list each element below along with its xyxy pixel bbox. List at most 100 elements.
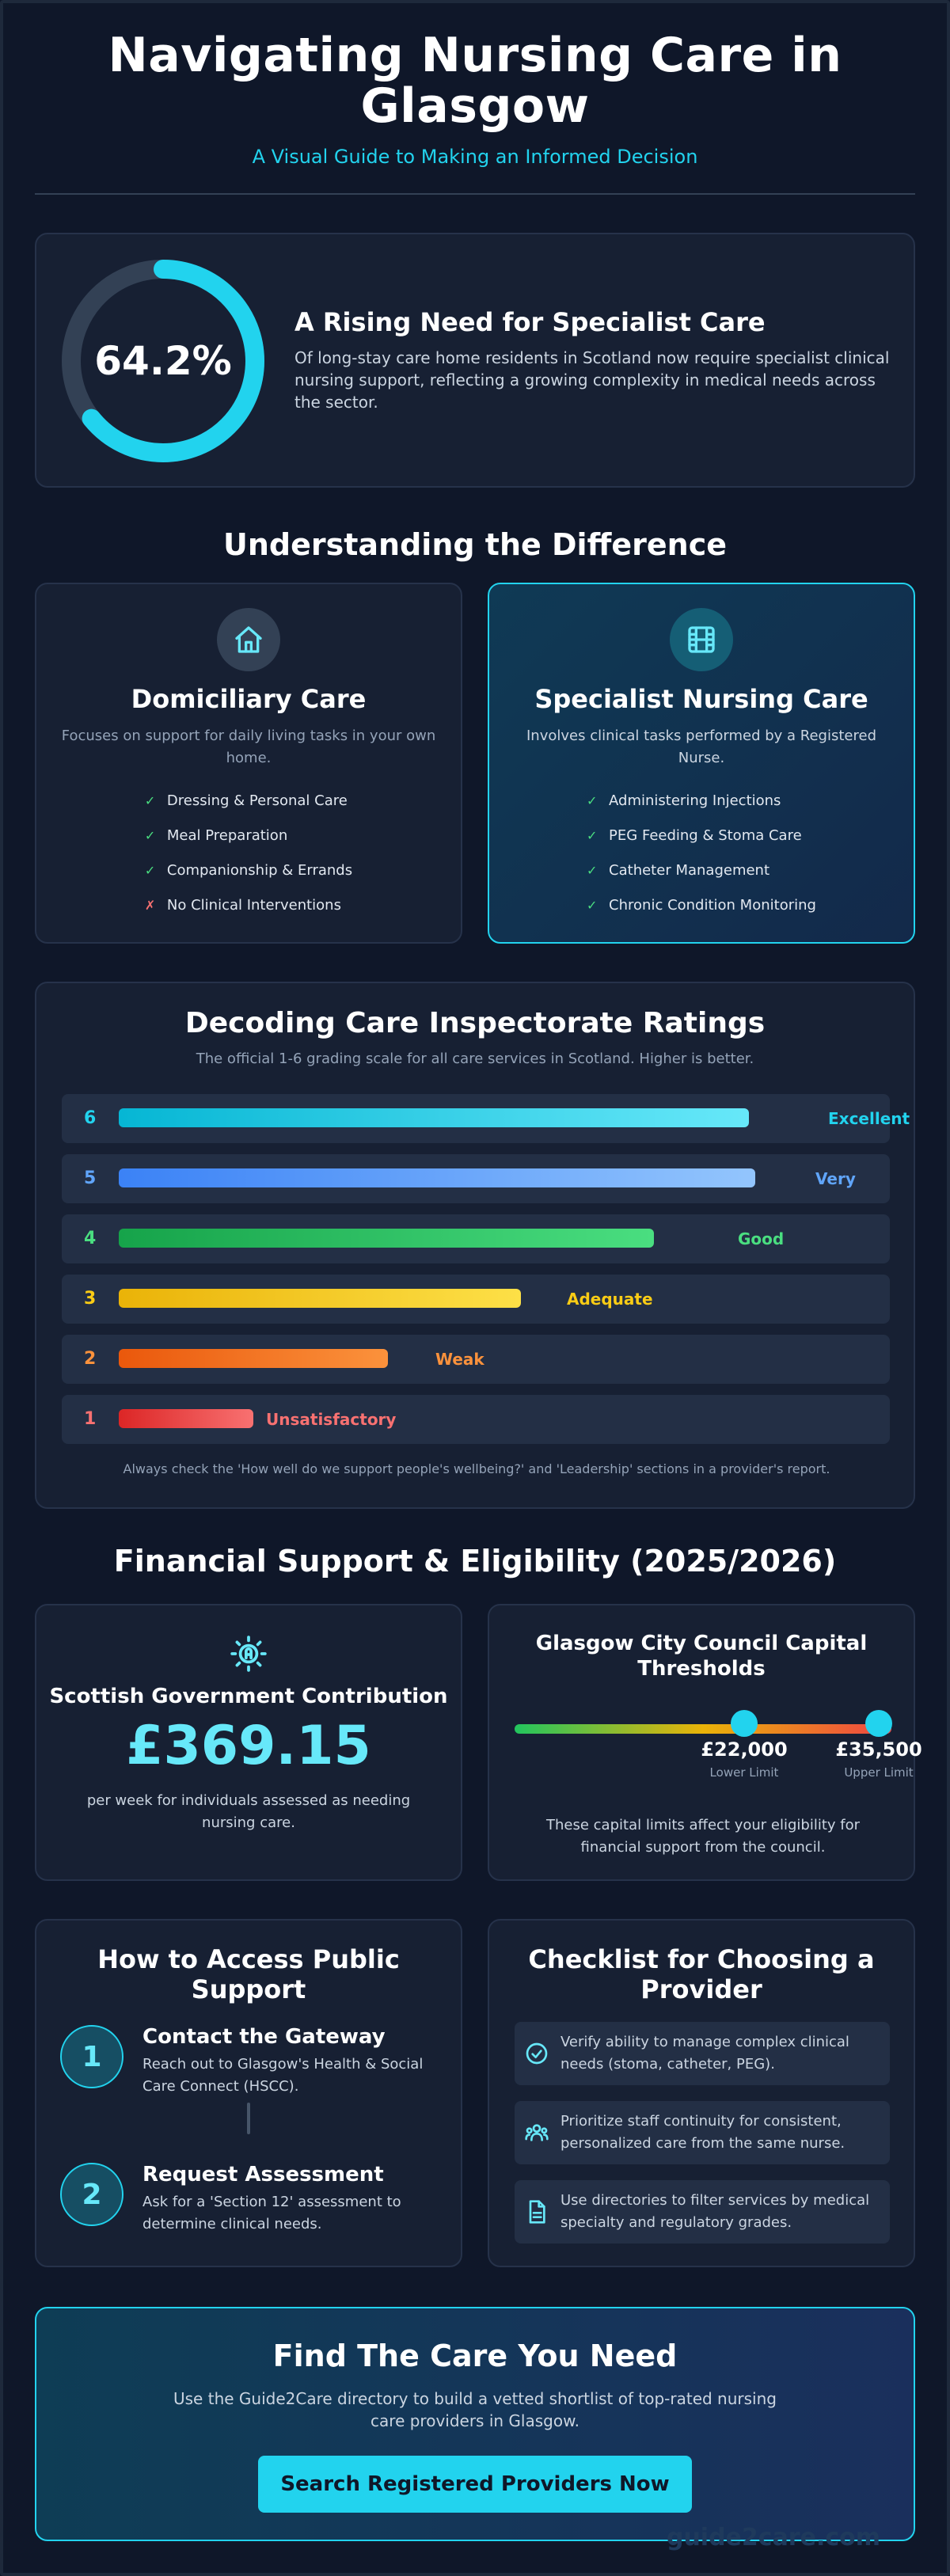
people-icon xyxy=(525,2124,549,2141)
page-header: Navigating Nursing Care in Glasgow A Vis… xyxy=(0,0,950,168)
stat-description: Of long-stay care home residents in Scot… xyxy=(294,348,890,412)
checklist-item: Verify ability to manage complex clinica… xyxy=(515,2022,890,2085)
checkmark-icon: ✓ xyxy=(587,828,598,843)
specialist-description: Involves clinical tasks performed by a R… xyxy=(526,728,876,766)
contribution-description: per week for individuals assessed as nee… xyxy=(86,1792,411,1831)
thresholds-card: Glasgow City Council Capital Thresholds … xyxy=(488,1604,922,1881)
domiciliary-list: ✓ Dressing & Personal Care ✓ Meal Preparat… xyxy=(145,784,352,923)
checklist-title: Checklist for Choosing a Provider xyxy=(528,1944,875,2004)
finance-title: Financial Support & Eligibility (2025/20… xyxy=(113,1544,837,1579)
rating-bar xyxy=(119,1289,521,1308)
specialist-title: Specialist Nursing Care xyxy=(534,684,868,714)
checkmark-icon: ✓ xyxy=(587,793,598,808)
page-title: Navigating Nursing Care in Glasgow xyxy=(108,28,842,134)
ratings-title: Decoding Care Inspectorate Ratings xyxy=(184,1007,766,1039)
rating-row: 1 Unsatisfactory xyxy=(62,1395,890,1444)
rating-label: Adequate xyxy=(567,1290,653,1309)
rating-grade: 3 xyxy=(84,1289,97,1309)
rating-bar xyxy=(119,1229,654,1248)
contribution-card: Scottish Government Contribution £369.15… xyxy=(35,1604,462,1881)
rating-row: 6 Excellent xyxy=(62,1094,910,1143)
thresholds-note: These capital limits affect your eligibi… xyxy=(546,1817,860,1856)
list-item: ✓ PEG Feeding & Stoma Care xyxy=(587,819,816,853)
sun-money-icon xyxy=(229,1634,268,1674)
page-subtitle: A Visual Guide to Making an Informed Dec… xyxy=(252,146,698,168)
step-number: 1 xyxy=(60,2025,124,2088)
domiciliary-description: Focuses on support for daily living task… xyxy=(61,728,436,766)
rating-grade: 1 xyxy=(84,1409,97,1429)
rating-row: 4 Good xyxy=(62,1214,890,1263)
lower-limit-caption: Lower Limit xyxy=(709,1765,779,1780)
rating-row: 3 Adequate xyxy=(62,1275,890,1324)
list-item: ✓ Companionship & Errands xyxy=(145,853,352,888)
checklist-card: Checklist for Choosing a Provider Verify… xyxy=(488,1919,915,2267)
search-providers-button[interactable]: Search Registered Providers Now xyxy=(258,2456,692,2513)
specialist-list: ✓ Administering Injections ✓ PEG Feeding &… xyxy=(587,784,816,923)
rating-bar xyxy=(119,1409,253,1428)
cta-title: Find The Care You Need xyxy=(272,2339,678,2373)
rating-bar xyxy=(119,1108,749,1127)
rating-bar xyxy=(119,1349,388,1368)
rating-grade: 4 xyxy=(84,1229,97,1248)
lower-limit-value: £22,000 xyxy=(701,1738,788,1761)
list-item: ✓ Administering Injections xyxy=(587,784,816,819)
step-title: Request Assessment xyxy=(142,2163,384,2187)
domiciliary-card: Domiciliary Care Focuses on support for … xyxy=(35,583,462,944)
checklist-item: Prioritize staff continuity for consiste… xyxy=(515,2101,890,2164)
list-item: ✓ Catheter Management xyxy=(587,853,816,888)
progress-ring xyxy=(62,260,264,462)
checkmark-icon: ✓ xyxy=(587,863,598,878)
domiciliary-title: Domiciliary Care xyxy=(131,684,367,714)
step-connector xyxy=(247,2103,250,2134)
checkmark-icon: ✓ xyxy=(144,863,156,878)
rating-label: Excellent xyxy=(828,1109,910,1128)
check-circle-icon xyxy=(526,2042,548,2065)
house-icon xyxy=(217,608,280,671)
step-title: Contact the Gateway xyxy=(142,2025,386,2049)
step-description: Reach out to Glasgow's Health & Social C… xyxy=(142,2056,424,2095)
rating-grade: 5 xyxy=(84,1168,97,1188)
step-description: Ask for a 'Section 12' assessment to det… xyxy=(142,2194,401,2232)
list-item: ✓ Meal Preparation xyxy=(145,819,352,853)
ratings-card: Decoding Care Inspectorate Ratings The o… xyxy=(35,982,915,1509)
checklist-text: Verify ability to manage complex clinica… xyxy=(560,2034,849,2073)
contribution-heading: Scottish Government Contribution xyxy=(49,1685,448,1708)
progress-ring-arc xyxy=(62,260,264,462)
cta-description: Use the Guide2Care directory to build a … xyxy=(173,2389,777,2430)
watermark: guide2care.com xyxy=(666,2524,880,2551)
medical-film-icon xyxy=(670,608,733,671)
specialist-card: Specialist Nursing Care Involves clinica… xyxy=(488,583,915,944)
checklist-text: Use directories to filter services by me… xyxy=(560,2192,870,2231)
access-title: How to Access Public Support xyxy=(97,1944,400,2004)
access-card: How to Access Public Support 1 Contact t… xyxy=(35,1919,462,2267)
stat-card: 64.2% A Rising Need for Specialist Care … xyxy=(35,233,915,488)
rating-grade: 2 xyxy=(84,1349,97,1369)
rating-label: Unsatisfactory xyxy=(266,1410,397,1429)
checklist-text: Prioritize staff continuity for consiste… xyxy=(560,2113,846,2152)
ratings-subtitle: The official 1-6 grading scale for all c… xyxy=(196,1051,754,1067)
step-number: 2 xyxy=(60,2163,124,2226)
cross-icon: ✗ xyxy=(144,898,156,913)
checkmark-icon: ✓ xyxy=(587,898,598,913)
list-item: ✓ Chronic Condition Monitoring xyxy=(587,888,816,923)
checkmark-icon: ✓ xyxy=(144,828,156,843)
lower-limit-marker xyxy=(731,1710,758,1737)
rating-label: Good xyxy=(738,1229,785,1248)
rating-bar xyxy=(119,1168,755,1187)
stat-heading: A Rising Need for Specialist Care xyxy=(294,307,766,337)
rating-label: Weak xyxy=(435,1350,484,1369)
rating-grade: 6 xyxy=(84,1108,97,1128)
upper-limit-caption: Upper Limit xyxy=(844,1765,914,1780)
list-item: ✗ No Clinical Interventions xyxy=(145,888,352,923)
header-divider xyxy=(35,193,915,195)
stat-text: A Rising Need for Specialist Care Of lon… xyxy=(294,307,896,413)
upper-limit-value: £35,500 xyxy=(835,1738,922,1761)
list-item: ✓ Dressing & Personal Care xyxy=(145,784,352,819)
stat-value: 64.2% xyxy=(94,338,232,384)
threshold-gradient-bar xyxy=(515,1724,891,1734)
difference-title: Understanding the Difference xyxy=(222,527,728,562)
ratings-note: Always check the 'How well do we support… xyxy=(123,1461,830,1476)
checkmark-icon: ✓ xyxy=(144,793,156,808)
